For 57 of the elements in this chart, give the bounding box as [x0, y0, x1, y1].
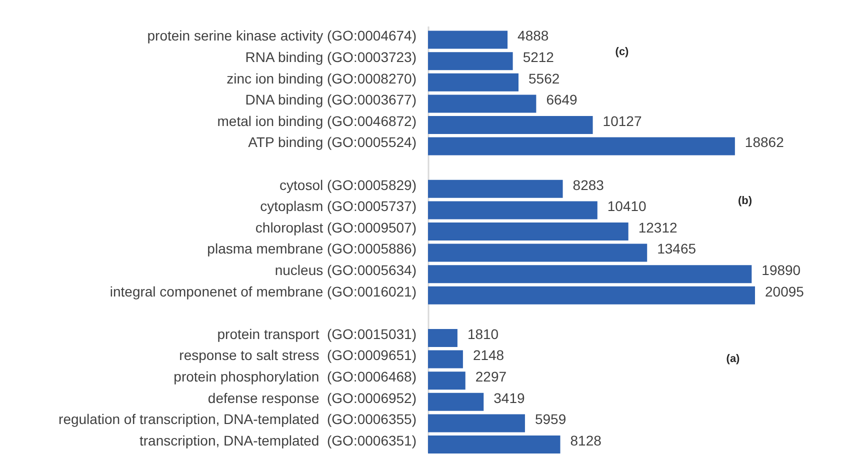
annotation: (a) — [726, 352, 740, 365]
y-tick-label: zinc ion binding (GO:0008270) — [226, 70, 416, 86]
y-tick-label: nucleus (GO:0005634) — [274, 262, 416, 278]
bar — [428, 137, 735, 156]
data-label: 4888 — [518, 28, 549, 44]
bar — [428, 372, 466, 390]
data-label: 1810 — [467, 326, 499, 342]
y-tick-label: plasma membrane (GO:0005886) — [207, 240, 416, 257]
data-label: 8128 — [570, 432, 602, 448]
y-tick-label: transcription, DNA-templated (GO:0006351) — [139, 432, 416, 448]
y-tick-label: defense response (GO:0006952) — [208, 390, 416, 406]
y-tick-label: chloroplast (GO:0009507) — [255, 219, 416, 236]
y-tick-label: RNA binding (GO:0003723) — [245, 48, 416, 65]
y-tick-label: ATP binding (GO:0005524) — [248, 134, 416, 150]
y-tick-label: metal ion binding (GO:0046872) — [217, 112, 416, 129]
bar — [428, 350, 463, 368]
bar — [428, 435, 560, 454]
data-label: 8283 — [572, 176, 604, 193]
y-tick-label: response to salt stress (GO:0009651) — [179, 347, 416, 364]
y-tick-label: cytoplasm (GO:0005737) — [260, 198, 416, 214]
bar — [428, 244, 648, 262]
data-label: 19890 — [762, 262, 801, 278]
data-label: 5959 — [534, 411, 566, 428]
bar — [428, 201, 598, 220]
data-label: 13465 — [657, 240, 696, 257]
data-label: 5212 — [522, 48, 554, 65]
bar — [428, 180, 563, 198]
bar — [428, 52, 513, 70]
data-label: 10127 — [602, 112, 642, 129]
data-label: 5562 — [528, 70, 560, 86]
y-tick-label: integral componenet of membrane (GO:0016021) — [110, 283, 416, 300]
y-tick-label: regulation of transcription, DNA-templated (GO:0006355) — [58, 411, 416, 428]
y-tick-label: DNA binding (GO:0003677) — [245, 92, 416, 108]
bar — [428, 392, 484, 411]
y-tick-label: cytosol (GO:0005829) — [280, 176, 416, 193]
data-label: 18862 — [744, 134, 784, 150]
bar — [428, 414, 525, 432]
data-label: 2297 — [475, 368, 507, 384]
data-label: 3419 — [494, 390, 525, 406]
data-label: 20095 — [765, 283, 804, 300]
data-label: 12312 — [638, 219, 678, 236]
bar — [428, 328, 458, 347]
bar — [428, 265, 752, 284]
bar — [428, 73, 519, 92]
y-tick-label: protein transport (GO:0015031) — [217, 326, 416, 342]
y-tick-label: protein phosphorylation (GO:0006468) — [174, 368, 416, 384]
annotation: (c) — [615, 46, 630, 58]
bar — [428, 286, 755, 304]
annotation: (b) — [738, 195, 752, 208]
bar — [428, 30, 508, 49]
data-label: 2148 — [472, 347, 504, 364]
bar — [428, 116, 593, 134]
data-label: 6649 — [546, 92, 578, 108]
data-label: 10410 — [607, 198, 647, 214]
bar — [428, 94, 536, 113]
y-tick-label: protein serine kinase activity (GO:0004674) — [147, 28, 416, 44]
bar — [428, 222, 628, 240]
